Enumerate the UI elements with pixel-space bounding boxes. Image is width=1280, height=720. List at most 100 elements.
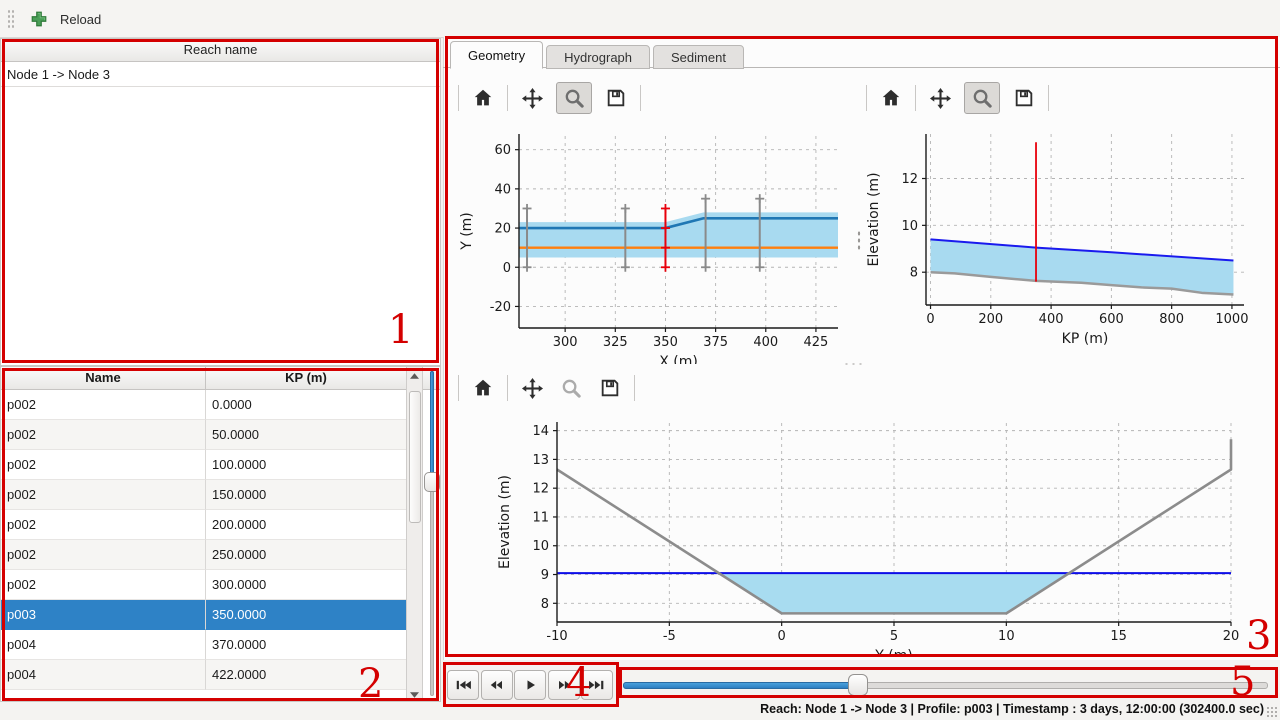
scrollbar-thumb[interactable] [409,391,421,523]
save-button[interactable] [595,374,625,402]
svg-text:Elevation (m): Elevation (m) [497,475,513,569]
step-backward-button[interactable] [481,670,513,700]
scroll-down-button[interactable] [408,687,421,701]
toolbar-drag-handle[interactable] [7,9,15,29]
cell-name[interactable]: p002 [1,540,206,570]
svg-text:Y (m): Y (m) [459,212,475,251]
cell-name[interactable]: p002 [1,450,206,480]
cell-kp[interactable]: 150.0000 [206,480,406,510]
cell-kp[interactable]: 350.0000 [206,600,406,630]
table-row[interactable]: p004 422.0000 [1,660,406,690]
pan-button[interactable] [517,374,547,402]
cell-name[interactable]: p002 [1,480,206,510]
save-button[interactable] [601,84,631,112]
play-button[interactable] [514,670,546,700]
svg-text:5: 5 [890,629,898,644]
cell-kp[interactable]: 0.0000 [206,390,406,420]
pan-icon [521,87,543,109]
home-button[interactable] [876,84,906,112]
skip-end-icon [589,680,604,690]
table-row[interactable]: p002 250.0000 [1,540,406,570]
svg-text:12: 12 [901,172,918,187]
cell-kp[interactable]: 200.0000 [206,510,406,540]
column-header-name[interactable]: Name [1,367,206,389]
pan-button[interactable] [517,84,547,112]
svg-text:400: 400 [1039,312,1064,327]
window-resize-grip[interactable] [1266,706,1278,718]
cross-section-plot[interactable]: -10 -5 0 5 10 15 20 8 9 10 11 12 13 14 Y (m) Elevation … [452,406,1252,657]
table-row[interactable]: p002 0.0000 [1,390,406,420]
plan-view-plot[interactable]: 300 325 350 375 400 425 -20 0 20 40 60 X (m) Y (m) [452,118,852,364]
vslider-thumb[interactable] [424,472,440,492]
tab-sediment[interactable]: Sediment [653,45,744,69]
svg-text:13: 13 [532,453,549,468]
cell-name[interactable]: p004 [1,660,206,690]
svg-text:X (m): X (m) [659,354,698,364]
long-profile-plot-area: 0 200 400 600 800 1000 8 10 12 KP (m) Elevation (m… [864,118,1278,360]
svg-text:10: 10 [998,629,1015,644]
profile-vertical-slider[interactable] [423,366,441,702]
separator [458,375,459,401]
step-forward-button[interactable] [548,670,580,700]
table-row[interactable]: p003 350.0000 [1,600,406,630]
separator [634,375,635,401]
cell-name[interactable]: p002 [1,570,206,600]
horizontal-splitter-handle[interactable] [843,362,865,366]
vslider-fill [430,371,434,482]
crosssection-plot-toolbar [458,374,635,402]
save-icon [1015,89,1033,107]
svg-text:600: 600 [1099,312,1124,327]
table-row[interactable]: p002 150.0000 [1,480,406,510]
cross-section-plot-area: -10 -5 0 5 10 15 20 8 9 10 11 12 13 14 Y (m) Elevation … [452,406,1252,657]
main-toolbar: Reload [0,0,1280,38]
table-row[interactable]: p002 300.0000 [1,570,406,600]
cell-name[interactable]: p002 [1,390,206,420]
tab-geometry[interactable]: Geometry [450,41,544,69]
cell-kp[interactable]: 370.0000 [206,630,406,660]
save-button[interactable] [1009,84,1039,112]
cell-kp[interactable]: 50.0000 [206,420,406,450]
magnifier-icon [562,379,581,398]
table-row[interactable]: p002 100.0000 [1,450,406,480]
cell-kp[interactable]: 422.0000 [206,660,406,690]
cell-name[interactable]: p004 [1,630,206,660]
home-icon [474,379,492,396]
separator [640,85,641,111]
reach-list-item[interactable]: Node 1 -> Node 3 [1,62,440,87]
cell-name[interactable]: p002 [1,420,206,450]
vertical-splitter-handle[interactable] [857,230,861,252]
save-icon [607,89,625,107]
cell-name[interactable]: p003 [1,600,206,630]
table-scrollbar[interactable] [406,367,423,701]
svg-text:20: 20 [494,222,511,237]
cell-kp[interactable]: 300.0000 [206,570,406,600]
pan-button[interactable] [925,84,955,112]
scroll-up-button[interactable] [408,368,421,383]
table-row[interactable]: p002 200.0000 [1,510,406,540]
save-icon [601,379,619,397]
zoom-button[interactable] [556,374,586,402]
zoom-button[interactable] [556,82,592,114]
table-row[interactable]: p002 50.0000 [1,420,406,450]
tab-hydrograph[interactable]: Hydrograph [546,45,651,69]
svg-text:Elevation (m): Elevation (m) [866,172,882,266]
svg-text:300: 300 [553,335,578,350]
zoom-button[interactable] [964,82,1000,114]
cell-name[interactable]: p002 [1,510,206,540]
home-button[interactable] [468,374,498,402]
table-row[interactable]: p004 370.0000 [1,630,406,660]
skip-to-start-button[interactable] [447,670,479,700]
svg-text:15: 15 [1110,629,1127,644]
svg-text:375: 375 [703,335,728,350]
svg-text:KP (m): KP (m) [1062,331,1109,347]
arrow-down-icon [410,691,419,698]
cell-kp[interactable]: 250.0000 [206,540,406,570]
skip-to-end-button[interactable] [581,670,613,700]
long-profile-plot[interactable]: 0 200 400 600 800 1000 8 10 12 KP (m) Elevation (m… [864,118,1278,360]
timeline-slider-thumb[interactable] [848,674,868,696]
home-button[interactable] [468,84,498,112]
reload-button[interactable]: Reload [22,4,109,34]
home-icon [474,89,492,106]
column-header-kp[interactable]: KP (m) [285,370,327,385]
cell-kp[interactable]: 100.0000 [206,450,406,480]
